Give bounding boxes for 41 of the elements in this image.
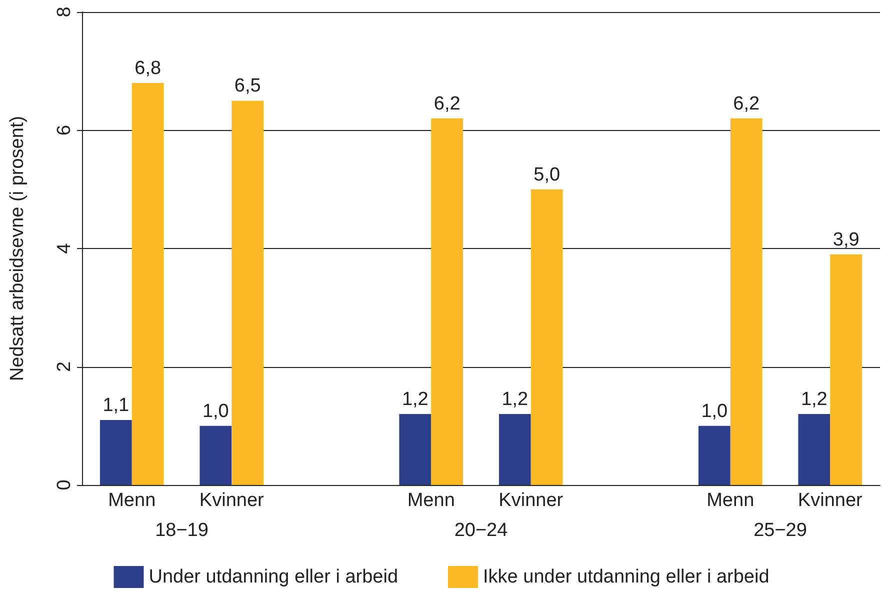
legend-label: Under utdanning eller i arbeid <box>148 566 398 588</box>
data-label: 1,0 <box>202 400 229 422</box>
y-tick-label: 0 <box>54 480 75 490</box>
y-axis-title: Nedsatt arbeidsevne (i prosent) <box>7 116 28 382</box>
x-tick-label: Menn <box>706 490 754 511</box>
x-tick-label: Menn <box>407 490 455 511</box>
bar <box>232 100 264 485</box>
bar <box>431 118 464 485</box>
bar <box>399 414 432 485</box>
bar <box>498 414 531 485</box>
text: 20−24 <box>454 520 508 541</box>
y-tick-label: 2 <box>54 361 75 372</box>
bar <box>830 254 862 485</box>
data-label: 5,0 <box>534 164 560 186</box>
text: 25−29 <box>754 520 807 541</box>
data-label: 1,2 <box>502 389 528 410</box>
data-label: 1,0 <box>701 400 728 422</box>
data-label: 1,2 <box>800 389 828 410</box>
bar <box>200 426 232 485</box>
bar <box>730 118 762 485</box>
data-label: 6,5 <box>234 76 261 97</box>
y-tick-label: 8 <box>54 6 75 18</box>
data-label: 6,2 <box>434 93 460 114</box>
data-label: 1,1 <box>102 394 130 416</box>
bar <box>100 420 132 485</box>
bar <box>530 189 563 485</box>
text: 18−19 <box>155 520 208 541</box>
data-label: 3,9 <box>832 229 860 250</box>
legend-label: Ikke under utdanning eller i arbeid <box>483 566 770 588</box>
data-label: 6,2 <box>733 93 760 114</box>
x-tick-label: Kvinner <box>199 490 265 511</box>
x-tick-label: Kvinner <box>498 490 564 511</box>
x-tick-label: Menn <box>108 490 156 511</box>
data-label: 1,2 <box>402 389 428 410</box>
bar <box>698 426 730 485</box>
bar <box>798 414 830 485</box>
x-tick-label: Kvinner <box>798 490 864 511</box>
y-tick-label: 6 <box>54 124 75 136</box>
data-label: 6,8 <box>134 58 162 79</box>
bar <box>132 82 164 485</box>
y-tick-label: 4 <box>54 242 75 254</box>
